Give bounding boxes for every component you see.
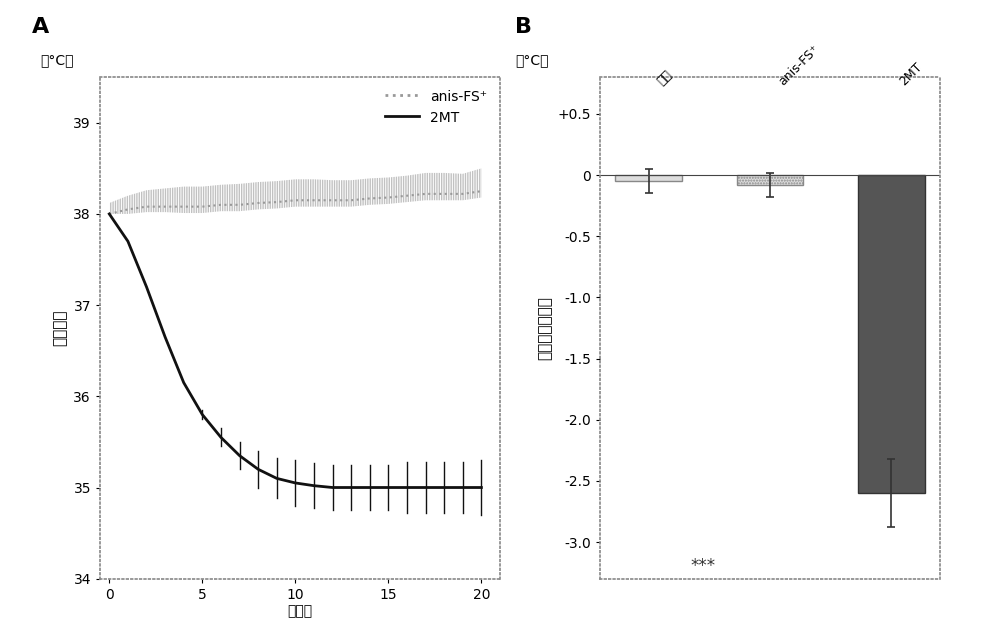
Bar [737,175,803,185]
Bar [858,175,925,493]
Text: （°C）: （°C） [515,53,548,67]
Text: anis-FS⁺: anis-FS⁺ [776,42,822,88]
Y-axis label: 体表温度: 体表温度 [53,310,68,346]
Text: 对照: 对照 [655,68,675,88]
Text: （°C）: （°C） [40,53,74,67]
Text: A: A [32,17,49,37]
Text: B: B [515,17,532,37]
Y-axis label: 体表温度的变化: 体表温度的变化 [537,296,552,360]
Text: ***: *** [691,557,716,575]
Legend: anis-FS⁺, 2MT: anis-FS⁺, 2MT [379,84,493,130]
Text: 2MT: 2MT [897,60,925,88]
Bar [615,175,682,181]
X-axis label: （分）: （分） [287,604,313,619]
